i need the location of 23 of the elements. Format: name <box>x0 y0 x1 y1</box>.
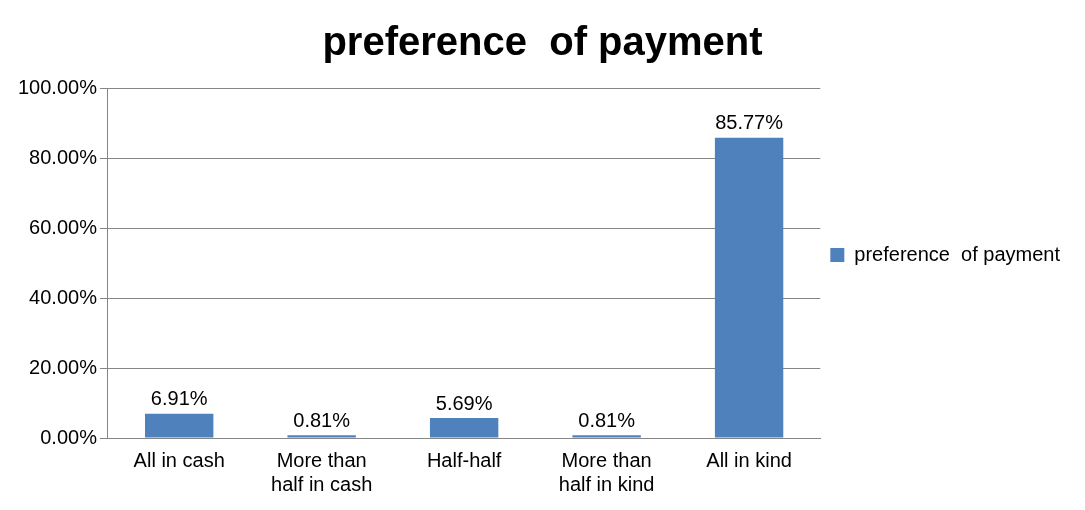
x-tick-label: All in kind <box>706 448 792 471</box>
y-tick-label: 40.00% <box>29 285 98 308</box>
bar <box>714 137 784 438</box>
data-label: 6.91% <box>150 387 208 410</box>
data-label: 5.69% <box>435 391 493 414</box>
bar <box>145 413 214 438</box>
x-tick-label: All in cash <box>133 448 225 471</box>
y-tick-label: 100.00% <box>17 75 98 98</box>
bar <box>287 435 356 438</box>
data-label: 0.81% <box>578 408 636 431</box>
x-tick-label: More than half in cash <box>271 448 373 495</box>
y-tick-label: 20.00% <box>29 355 98 378</box>
y-tick-label: 0.00% <box>40 425 98 448</box>
data-label: 85.77% <box>715 111 784 134</box>
legend-label: preference of payment <box>854 242 1061 265</box>
bar <box>429 418 499 438</box>
y-tick-label: 60.00% <box>29 215 98 238</box>
bar <box>572 435 641 438</box>
y-tick-label: 80.00% <box>29 145 98 168</box>
data-label: 0.81% <box>293 408 351 431</box>
chart-title: preference of payment <box>322 19 763 64</box>
x-tick-label: Half-half <box>426 448 502 471</box>
x-tick-label: More than half in kind <box>558 448 655 495</box>
